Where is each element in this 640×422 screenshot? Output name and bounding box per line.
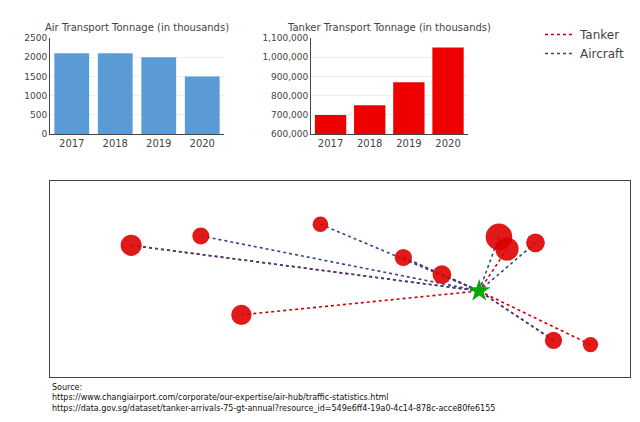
svg-text:1000: 1000 — [24, 91, 47, 101]
svg-text:2017: 2017 — [318, 138, 343, 149]
svg-text:2018: 2018 — [103, 138, 128, 149]
svg-text:1500: 1500 — [24, 72, 47, 82]
svg-text:500: 500 — [30, 110, 47, 120]
svg-text:0: 0 — [41, 129, 47, 139]
svg-text:2000: 2000 — [24, 52, 47, 62]
svg-text:2020: 2020 — [190, 138, 215, 149]
svg-text:1,100,000: 1,100,000 — [262, 33, 308, 43]
svg-text:Tanker Transport Tonnage (in t: Tanker Transport Tonnage (in thousands) — [287, 22, 491, 33]
svg-text:900,000: 900,000 — [271, 72, 308, 82]
svg-text:Source:https://www.changiairpo: Source:https://www.changiairport.com/cor… — [52, 383, 495, 413]
svg-text:600,000: 600,000 — [271, 129, 308, 139]
svg-text:700,000: 700,000 — [271, 110, 308, 120]
svg-text:2019: 2019 — [146, 138, 171, 149]
svg-text:Air Transport Tonnage (in thou: Air Transport Tonnage (in thousands) — [45, 22, 229, 33]
svg-text:Aircraft: Aircraft — [580, 47, 624, 61]
svg-text:2020: 2020 — [435, 138, 460, 149]
svg-text:800,000: 800,000 — [271, 91, 308, 101]
svg-text:1,000,000: 1,000,000 — [262, 52, 308, 62]
svg-text:2018: 2018 — [357, 138, 382, 149]
svg-text:2017: 2017 — [59, 138, 84, 149]
svg-text:Tanker: Tanker — [579, 28, 619, 42]
svg-text:2019: 2019 — [396, 138, 421, 149]
svg-text:2500: 2500 — [24, 33, 47, 43]
